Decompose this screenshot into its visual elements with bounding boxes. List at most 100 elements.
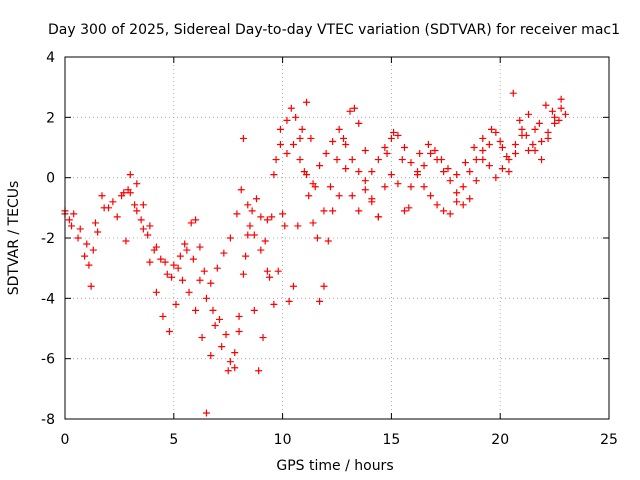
y-tick-label: -8 bbox=[41, 412, 55, 428]
data-point bbox=[207, 279, 215, 287]
data-point bbox=[531, 125, 539, 133]
data-point bbox=[170, 261, 178, 269]
x-tick-label: 25 bbox=[600, 432, 618, 448]
data-point bbox=[316, 297, 324, 305]
x-tick-label: 20 bbox=[491, 432, 509, 448]
data-point bbox=[176, 252, 184, 260]
data-point bbox=[98, 192, 106, 200]
data-point bbox=[542, 101, 550, 109]
data-point bbox=[511, 140, 519, 148]
data-point bbox=[146, 222, 154, 230]
data-point bbox=[133, 207, 141, 215]
data-point bbox=[548, 107, 556, 115]
data-point bbox=[346, 107, 354, 115]
data-point bbox=[531, 147, 539, 155]
data-point bbox=[181, 240, 189, 248]
data-point bbox=[374, 213, 382, 221]
data-point bbox=[342, 165, 350, 173]
data-point bbox=[165, 328, 173, 336]
data-point bbox=[215, 315, 223, 323]
data-point bbox=[144, 231, 152, 239]
data-point bbox=[248, 207, 256, 215]
data-point bbox=[407, 159, 415, 167]
data-point bbox=[524, 110, 532, 118]
data-point bbox=[309, 180, 317, 188]
y-tick-label: 0 bbox=[46, 171, 55, 187]
x-tick-label: 10 bbox=[274, 432, 292, 448]
data-point bbox=[505, 168, 513, 176]
data-point bbox=[348, 156, 356, 164]
data-point bbox=[405, 204, 413, 212]
data-point bbox=[105, 204, 113, 212]
data-point bbox=[298, 125, 306, 133]
data-point bbox=[285, 297, 293, 305]
data-point bbox=[498, 144, 506, 151]
data-point bbox=[516, 116, 524, 124]
data-point bbox=[126, 189, 134, 197]
data-point bbox=[320, 207, 328, 215]
data-point bbox=[270, 300, 278, 308]
data-point bbox=[420, 183, 428, 191]
data-point bbox=[276, 140, 284, 148]
data-point bbox=[152, 243, 160, 251]
data-point bbox=[146, 258, 154, 266]
data-point bbox=[76, 225, 84, 233]
data-point bbox=[209, 306, 217, 314]
data-point bbox=[139, 201, 147, 209]
data-point bbox=[183, 246, 191, 254]
data-point bbox=[213, 264, 221, 272]
data-point bbox=[387, 171, 395, 179]
y-axis-label: SDTVAR / TECUs bbox=[6, 181, 22, 296]
data-point bbox=[335, 125, 343, 133]
data-point bbox=[152, 288, 160, 296]
data-point bbox=[361, 147, 369, 155]
data-point bbox=[239, 270, 247, 278]
data-point bbox=[296, 134, 304, 142]
data-point bbox=[250, 231, 258, 239]
x-tick-label: 15 bbox=[382, 432, 400, 448]
data-point bbox=[263, 267, 271, 275]
data-point bbox=[270, 171, 278, 179]
data-point bbox=[292, 113, 300, 121]
data-point bbox=[74, 234, 82, 242]
y-tick-label: -6 bbox=[41, 352, 55, 368]
data-point bbox=[87, 282, 95, 290]
data-point bbox=[303, 171, 311, 179]
data-point bbox=[263, 216, 271, 224]
data-point bbox=[68, 222, 76, 230]
data-point bbox=[453, 189, 461, 197]
y-tick-label: -4 bbox=[41, 291, 55, 307]
data-point bbox=[294, 222, 302, 230]
series-track-c bbox=[120, 89, 569, 287]
data-point bbox=[394, 131, 402, 139]
data-point bbox=[159, 312, 167, 320]
data-point bbox=[70, 210, 78, 218]
data-point bbox=[179, 276, 187, 284]
data-point bbox=[289, 282, 297, 290]
data-point bbox=[522, 131, 530, 139]
data-point bbox=[239, 134, 247, 142]
data-point bbox=[326, 183, 334, 191]
data-point bbox=[479, 134, 487, 142]
data-point bbox=[487, 125, 495, 133]
data-point bbox=[283, 116, 291, 124]
data-point bbox=[496, 137, 504, 145]
data-point bbox=[485, 140, 493, 148]
data-point bbox=[470, 144, 478, 151]
data-point bbox=[466, 168, 474, 176]
data-point bbox=[333, 156, 341, 164]
data-point bbox=[368, 195, 376, 203]
data-point bbox=[313, 234, 321, 242]
data-point bbox=[529, 140, 537, 148]
data-point bbox=[289, 140, 297, 148]
x-tick-label: 5 bbox=[169, 432, 178, 448]
data-point bbox=[81, 252, 89, 260]
y-tick-label: -2 bbox=[41, 231, 55, 247]
data-point bbox=[309, 219, 317, 227]
data-point bbox=[361, 186, 369, 194]
data-point bbox=[257, 213, 265, 221]
data-point bbox=[518, 125, 526, 133]
data-point bbox=[427, 192, 435, 200]
data-point bbox=[535, 119, 543, 127]
data-point bbox=[446, 210, 454, 218]
